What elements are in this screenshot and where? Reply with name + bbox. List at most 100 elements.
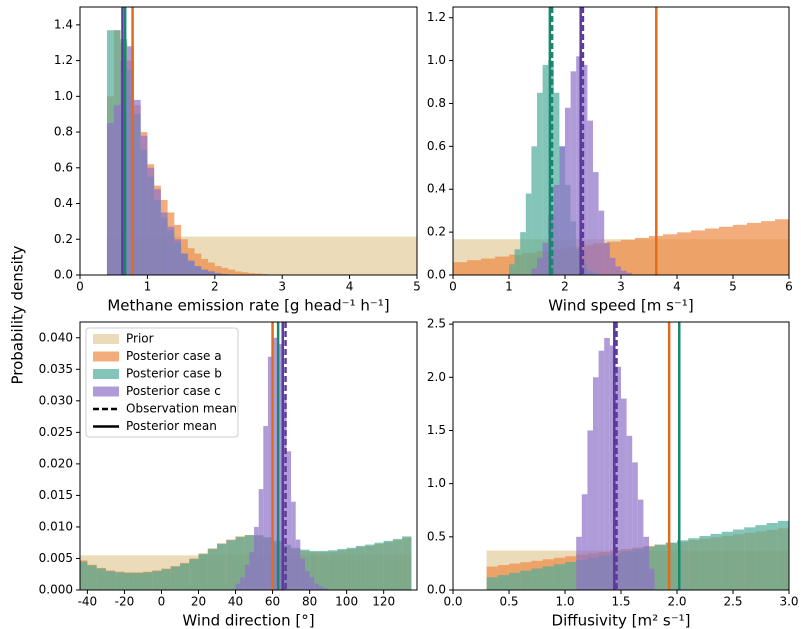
histogram-bar xyxy=(133,572,143,590)
histogram-bar xyxy=(318,550,329,590)
histogram-bar xyxy=(174,239,182,275)
legend-box xyxy=(85,327,239,438)
x-tick-label: 0 xyxy=(76,280,84,294)
histogram-bar xyxy=(677,232,691,275)
histogram-bar xyxy=(581,494,588,590)
histogram-bar xyxy=(337,549,347,590)
histogram-bar xyxy=(581,64,588,275)
histogram-bar xyxy=(235,271,242,275)
histogram-bar xyxy=(228,269,236,275)
histogram-bar xyxy=(621,239,635,275)
histogram-bar xyxy=(201,258,209,275)
legend-label: Posterior case a xyxy=(126,349,222,363)
histogram-bar xyxy=(87,565,97,590)
histogram-bar xyxy=(525,193,532,275)
legend-swatch xyxy=(93,386,119,397)
histogram-bar xyxy=(241,272,249,275)
histogram-bar xyxy=(140,135,148,275)
histogram-bar xyxy=(710,533,722,590)
x-tick-label: 60 xyxy=(265,595,280,609)
histogram-bar xyxy=(576,536,582,590)
y-tick-label: 0.035 xyxy=(39,362,73,376)
histogram-bar xyxy=(626,435,633,590)
histogram-bar xyxy=(133,99,141,275)
histogram-bar xyxy=(106,123,114,275)
histogram-bar xyxy=(214,266,222,275)
histogram-bar xyxy=(96,568,106,590)
histogram-bar xyxy=(553,564,565,590)
histogram-bar xyxy=(609,257,616,275)
legend-label: Posterior mean xyxy=(126,419,217,433)
x-axis-label: Wind speed [m s⁻¹] xyxy=(548,297,693,315)
plot-area xyxy=(80,322,412,590)
x-tick-label: 1.5 xyxy=(611,595,630,609)
histogram-bar xyxy=(705,228,719,275)
y-tick-label: 0.2 xyxy=(54,232,73,246)
histogram-bar xyxy=(497,575,509,590)
histogram-bar xyxy=(733,224,747,275)
histogram-bar xyxy=(553,92,560,275)
histogram-bar xyxy=(127,46,134,275)
y-tick-label: 0.8 xyxy=(427,96,446,110)
legend-label: Posterior case c xyxy=(126,384,221,398)
histogram-bar xyxy=(587,430,593,590)
y-tick-label: 2.0 xyxy=(427,370,446,384)
histogram-bar xyxy=(531,146,537,275)
histogram-bar xyxy=(699,535,711,590)
histogram-bar xyxy=(194,266,202,275)
x-axis-label: Methane emission rate [g head⁻¹ h⁻¹] xyxy=(107,297,389,315)
histogram-bar xyxy=(531,568,543,590)
y-tick-label: 1.2 xyxy=(54,53,73,67)
x-tick-label: 0 xyxy=(449,280,457,294)
y-tick-label: 1.2 xyxy=(427,10,446,24)
y-tick-label: 0.030 xyxy=(39,393,73,407)
histogram-bar xyxy=(609,345,616,590)
histogram-bar xyxy=(170,566,180,590)
histogram-bar xyxy=(124,572,134,590)
histogram-bar xyxy=(509,264,515,275)
histogram-bar xyxy=(214,273,222,275)
legend-label: Posterior case b xyxy=(126,367,222,381)
histogram-bar xyxy=(323,588,329,590)
x-tick-label: 20 xyxy=(191,595,206,609)
y-tick-label: 0.0 xyxy=(427,583,446,597)
y-tick-label: 2.5 xyxy=(427,317,446,331)
histogram-bar xyxy=(194,253,202,275)
x-tick-label: 0.5 xyxy=(499,595,518,609)
y-tick-label: 0.010 xyxy=(39,519,73,533)
x-tick-label: 3.0 xyxy=(779,595,798,609)
x-tick-label: 2 xyxy=(211,280,219,294)
histogram-bar xyxy=(570,71,577,275)
plot-area xyxy=(106,7,417,275)
y-tick-label: 0.6 xyxy=(54,160,73,174)
x-tick-label: 5 xyxy=(729,280,737,294)
histogram-bar xyxy=(761,221,775,275)
histogram-bar xyxy=(286,451,292,590)
x-tick-label: 4 xyxy=(346,280,354,294)
histogram-bar xyxy=(179,563,190,590)
x-tick-label: -20 xyxy=(115,595,135,609)
histogram-bar xyxy=(402,536,412,590)
histogram-bar xyxy=(587,120,593,275)
histogram-bar xyxy=(766,523,778,590)
histogram-bar xyxy=(281,394,287,590)
histogram-bar xyxy=(677,540,689,590)
histogram-bar xyxy=(775,219,789,275)
histogram-bar xyxy=(615,266,621,275)
histogram-bar xyxy=(453,262,467,275)
histogram-bar xyxy=(309,550,319,590)
histogram-bar xyxy=(152,571,162,590)
histogram-bar xyxy=(559,146,565,275)
histogram-bar xyxy=(654,544,666,590)
y-tick-label: 0.020 xyxy=(39,456,73,470)
x-tick-label: 80 xyxy=(302,595,317,609)
histogram-bar xyxy=(649,568,655,590)
y-tick-label: 1.5 xyxy=(427,423,446,437)
histogram-bar xyxy=(235,537,245,590)
y-tick-label: 0.0 xyxy=(54,268,73,282)
legend-label: Prior xyxy=(126,332,154,346)
histogram-bar xyxy=(663,234,677,275)
histogram-bar xyxy=(467,260,481,275)
histogram-bar xyxy=(542,566,554,590)
histogram-bar xyxy=(632,462,638,590)
